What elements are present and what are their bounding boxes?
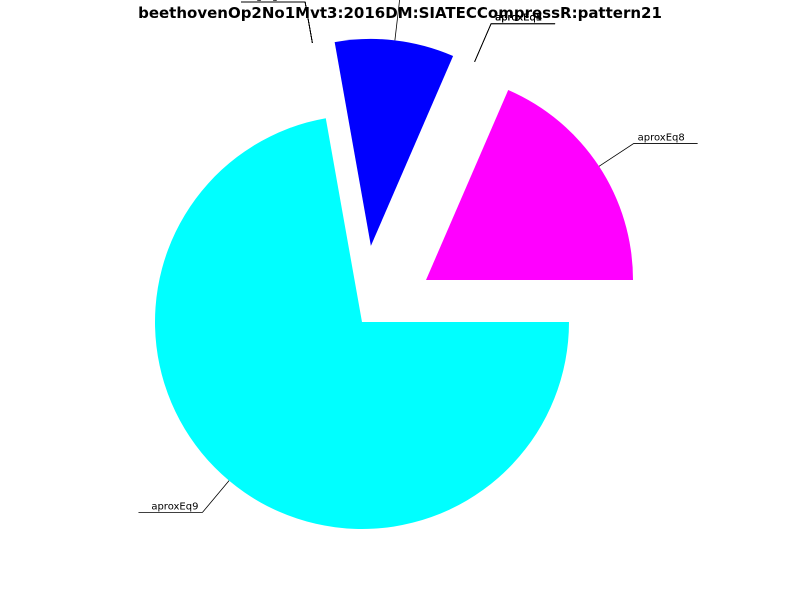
- slice-label-aproxeq4: aproxEq4: [495, 13, 542, 24]
- pie-slices: [154, 38, 634, 529]
- slice-label-aproxeq5: aproxEq5: [495, 13, 542, 24]
- leader-line-exact: [394, 0, 401, 41]
- leader-line-aproxeq5: [474, 23, 556, 62]
- pie-labels: aproxEq8 aproxEq4aproxEq5aproxEq3aproxEq1…: [138, 0, 698, 513]
- slice-label-tonal: tonal: [276, 0, 301, 2]
- leader-line-aproxeq3: [474, 23, 556, 62]
- pie-slice-exact: [334, 38, 454, 246]
- pie-slice-aproxeq8: [426, 89, 634, 280]
- pie-slice-aproxeq9: [154, 118, 569, 529]
- leader-line-diminished: [241, 1, 313, 43]
- slice-label-aproxeq8: aproxEq8: [638, 133, 685, 144]
- chart-title: beethovenOp2No1Mvt3:2016DM:SIATECCompres…: [138, 4, 662, 22]
- leader-line-aproxeq4: [474, 23, 556, 62]
- slice-label-retrograde: retrograde: [248, 0, 301, 2]
- leader-line-aproxeq9: [138, 480, 230, 513]
- slice-label-diminished: diminished: [246, 0, 301, 2]
- slice-label-aproxeq1: aproxEq1: [495, 13, 542, 24]
- slice-label-augmented: augmented: [244, 0, 301, 2]
- slice-label-real: real: [282, 0, 301, 2]
- leader-line-aproxeq1: [474, 23, 556, 62]
- slice-label-aproxeq3: aproxEq3: [495, 13, 542, 24]
- leader-line-aproxeq8: [598, 143, 698, 167]
- slice-label-aproxeq9: aproxEq9: [151, 501, 198, 512]
- slice-label-inverted: inverted: [259, 0, 301, 2]
